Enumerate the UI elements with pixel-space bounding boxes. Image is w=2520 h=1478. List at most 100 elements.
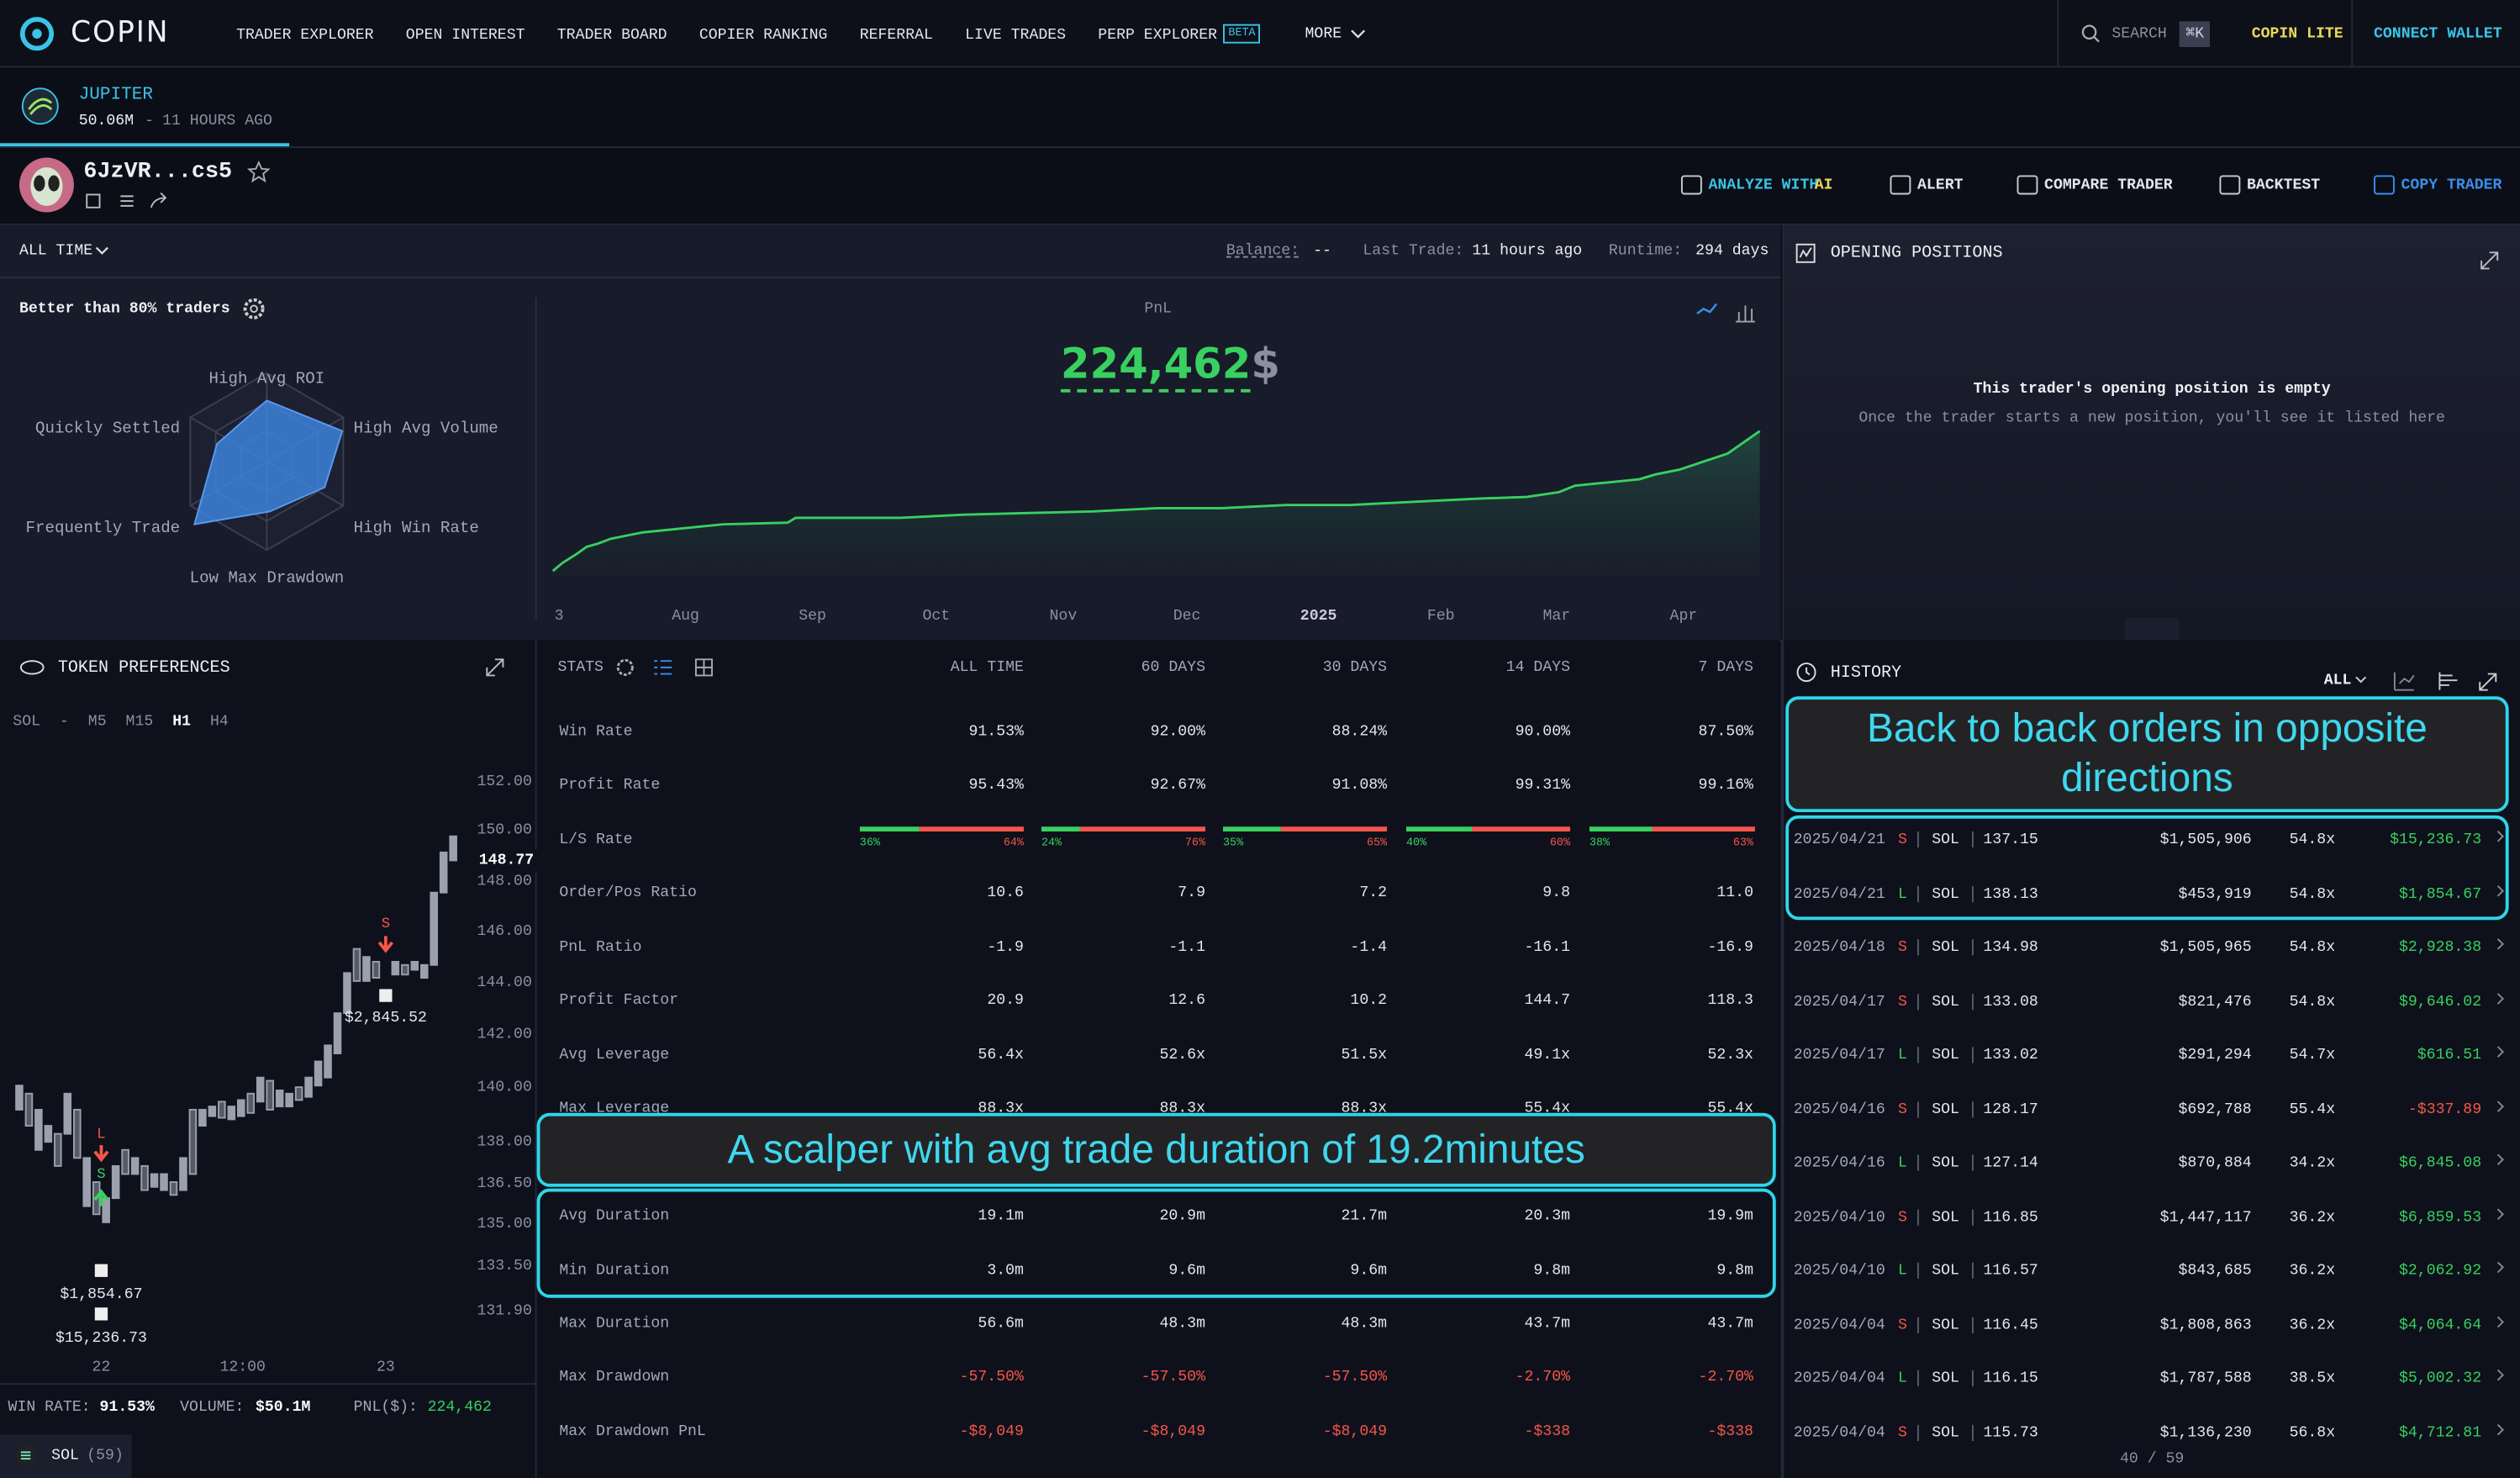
balance: -- [1313, 241, 1331, 260]
protocol-icon [21, 87, 59, 125]
nav-menu: TRADER EXPLORER OPEN INTEREST TRADER BOARD… [236, 24, 1261, 44]
stat-label: Avg Duration [559, 1206, 670, 1225]
chart-icon[interactable] [2393, 672, 2415, 691]
token-tab-symbol[interactable]: SOL [51, 1446, 79, 1465]
search-icon [2081, 24, 2100, 43]
bars-icon[interactable] [2438, 672, 2458, 690]
protocol-name[interactable]: JUPITER [78, 86, 154, 106]
x-tick-label: Dec [1173, 606, 1201, 625]
trade-token: SOL [1932, 991, 1959, 1010]
stat-value: 55.4x [1707, 1099, 1753, 1117]
copy-icon[interactable] [86, 193, 101, 209]
share-icon[interactable] [150, 192, 167, 209]
logo[interactable]: COPIN [71, 16, 170, 50]
nav-more[interactable]: MORE [1305, 24, 1342, 43]
pnl-area [552, 430, 1760, 576]
footer-label: VOLUME: [180, 1397, 245, 1416]
trade-pnl: $1,854.67 [2399, 884, 2482, 902]
divider [1972, 1262, 1974, 1279]
logo-ring [19, 17, 55, 51]
nav-item[interactable]: TRADER BOARD [556, 24, 667, 43]
short-label: 76% [1184, 837, 1205, 850]
expand-icon[interactable] [485, 657, 504, 677]
price-tick-label: 150.00 [477, 821, 532, 839]
timeframe[interactable]: H4 [209, 712, 229, 731]
expand-icon[interactable] [2480, 251, 2499, 270]
candle [54, 1132, 62, 1167]
timeframe[interactable]: M15 [125, 712, 154, 731]
timeframe[interactable]: M5 [87, 712, 107, 731]
bar-toggle[interactable] [1735, 305, 1755, 323]
stat-value: 9.8m [1533, 1260, 1571, 1279]
trade-marker: S [381, 916, 391, 932]
nav-item[interactable]: REFERRAL [859, 24, 933, 43]
close-marker [94, 1307, 108, 1321]
nav-item[interactable]: LIVE TRADES [965, 24, 1067, 43]
protocol-sep: - [145, 111, 154, 129]
period-filter[interactable]: ALL TIME [18, 241, 93, 260]
nav-item[interactable]: PERP EXPLORER [1098, 24, 1218, 43]
list-view-icon[interactable] [654, 660, 672, 675]
action-button[interactable]: COMPARE TRADER [2044, 175, 2173, 194]
candle [179, 1157, 187, 1191]
runtime-label: Runtime: [1608, 241, 1683, 260]
trade-leverage: 36.2x [2289, 1207, 2336, 1226]
trade-date: 2025/04/21 [1793, 830, 1885, 848]
x-tick-label: Feb [1426, 606, 1455, 625]
token-symbol[interactable]: SOL [13, 712, 41, 731]
list-icon[interactable] [120, 195, 134, 207]
favorite-icon[interactable] [246, 160, 271, 183]
settings-icon[interactable] [243, 298, 266, 320]
candle [285, 1092, 293, 1108]
candle [372, 960, 381, 979]
action-button[interactable]: BACKTEST [2246, 175, 2321, 194]
candle [111, 1164, 120, 1200]
trader-tools [86, 192, 167, 209]
settings-icon[interactable] [616, 658, 634, 676]
time-tick-label: 12:00 [219, 1358, 266, 1376]
action-button[interactable]: COPY TRADER [2401, 175, 2502, 194]
copin-lite[interactable]: COPIN LITE [2251, 24, 2343, 43]
candle [169, 1181, 178, 1196]
line-toggle[interactable] [1696, 303, 1717, 315]
candle [439, 851, 448, 894]
expand-path [2480, 251, 2499, 270]
divider [1917, 993, 1919, 1010]
protocol-bar [0, 67, 2520, 148]
candle [419, 963, 429, 979]
x-tick-label: Aug [672, 606, 699, 625]
candle [44, 1125, 53, 1143]
trade-leverage: 54.8x [2289, 830, 2336, 848]
connect-wallet[interactable]: CONNECT WALLET [2374, 24, 2502, 43]
search[interactable]: SEARCH [2111, 24, 2167, 43]
footer-label: PNL($): [353, 1397, 418, 1416]
annotation-text: A scalper with avg trade duration of 19.… [727, 1127, 1585, 1172]
divider [1917, 885, 1919, 902]
trade-pnl: $6,845.08 [2399, 1153, 2482, 1172]
nav-item[interactable]: COPIER RANKING [699, 24, 828, 43]
stat-value: 56.4x [978, 1045, 1024, 1064]
action-button[interactable]: ANALYZE WITH [1708, 175, 1819, 194]
stat-value: 20.3m [1524, 1206, 1571, 1225]
nav-item[interactable]: OPEN INTEREST [405, 24, 525, 43]
token-title: TOKEN PREFERENCES [57, 658, 230, 678]
timeframe[interactable]: H1 [172, 712, 192, 731]
candle [121, 1148, 129, 1175]
stat-value: 91.53% [968, 722, 1024, 741]
history-filter[interactable]: ALL [2323, 671, 2352, 689]
nav-item[interactable]: TRADER EXPLORER [236, 24, 374, 43]
candle [246, 1092, 256, 1114]
x-tick-label: Oct [922, 606, 951, 625]
logo-icon [19, 17, 55, 51]
stat-value: 56.6m [978, 1314, 1024, 1333]
stat-label: L/S Rate [559, 830, 633, 848]
long-label: 24% [1041, 837, 1062, 850]
collapse-tab[interactable] [2124, 617, 2180, 641]
expand-path[interactable] [2479, 673, 2497, 691]
grid-view-icon[interactable] [694, 658, 713, 677]
divider [1972, 939, 1974, 956]
stat-value: 20.9m [1159, 1206, 1205, 1225]
filter-row [0, 225, 1781, 278]
pnl-unit: $ [1251, 340, 1280, 389]
action-button[interactable]: ALERT [1917, 175, 1964, 194]
